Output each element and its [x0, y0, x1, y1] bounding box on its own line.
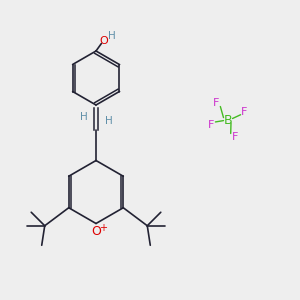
- Text: +: +: [99, 223, 106, 233]
- Text: F: F: [241, 107, 248, 117]
- Text: F: F: [208, 120, 215, 130]
- Text: H: H: [80, 112, 87, 122]
- Text: O: O: [99, 35, 108, 46]
- Text: B: B: [224, 113, 232, 127]
- Text: O: O: [91, 225, 101, 239]
- Text: H: H: [108, 31, 116, 41]
- Text: F: F: [231, 131, 238, 142]
- Text: F: F: [213, 98, 220, 109]
- Text: H: H: [105, 116, 112, 127]
